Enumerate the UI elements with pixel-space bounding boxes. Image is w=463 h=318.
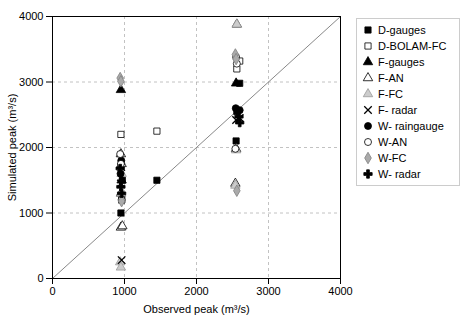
svg-text:W-FC: W-FC [378,152,407,164]
svg-text:F- radar: F- radar [378,104,417,116]
svg-text:1000: 1000 [112,285,136,297]
svg-text:Simulated peak (m³/s): Simulated peak (m³/s) [6,94,18,202]
svg-text:2000: 2000 [184,285,208,297]
svg-text:F-AN: F-AN [378,72,404,84]
svg-text:F-gauges: F-gauges [378,56,425,68]
svg-text:1000: 1000 [19,207,43,219]
svg-text:D-BOLAM-FC: D-BOLAM-FC [378,40,447,52]
svg-text:W- raingauge: W- raingauge [378,120,444,132]
svg-text:4000: 4000 [19,10,43,22]
svg-text:D-gauges: D-gauges [378,24,426,36]
svg-text:4000: 4000 [328,285,352,297]
svg-text:F-FC: F-FC [378,88,403,100]
svg-text:W-AN: W-AN [378,136,407,148]
svg-text:2000: 2000 [19,141,43,153]
svg-text:0: 0 [49,285,55,297]
svg-text:0: 0 [37,272,43,284]
svg-text:3000: 3000 [19,76,43,88]
svg-text:3000: 3000 [256,285,280,297]
svg-text:Observed peak (m³/s): Observed peak (m³/s) [143,303,249,315]
svg-text:W- radar: W- radar [378,168,421,180]
